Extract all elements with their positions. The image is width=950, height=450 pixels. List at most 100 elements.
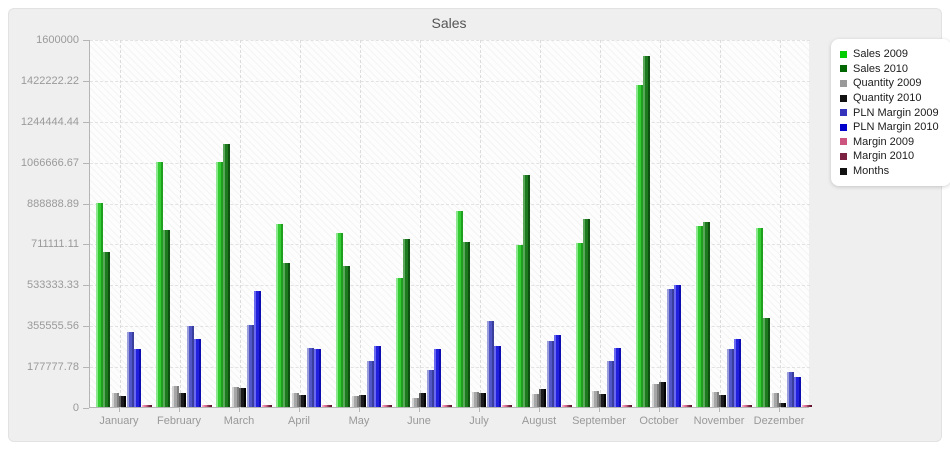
legend-label: Margin 2009 bbox=[853, 135, 915, 148]
legend-swatch-icon bbox=[840, 50, 847, 58]
bar-pln-margin-2010-may bbox=[374, 346, 381, 407]
legend-item-sales-2009: Sales 2009 bbox=[840, 47, 939, 62]
bar-margin-2009-dezember bbox=[802, 405, 807, 407]
x-axis-label: May bbox=[348, 415, 370, 427]
bar-margin-2010-january bbox=[147, 405, 152, 407]
bar-quantity-2010-july bbox=[479, 393, 486, 407]
bar-quantity-2010-may bbox=[359, 395, 366, 407]
x-axis-tick bbox=[539, 408, 540, 412]
v-gridline bbox=[360, 40, 361, 408]
bar-pln-margin-2009-september bbox=[607, 361, 614, 407]
y-axis-label: 177777.78 bbox=[27, 361, 79, 374]
x-axis-label: February bbox=[156, 415, 202, 427]
bar-sales-2010-august bbox=[523, 175, 530, 407]
y-axis-tick bbox=[83, 367, 89, 369]
bar-sales-2010-may bbox=[343, 266, 350, 407]
bar-sales-2010-january bbox=[103, 252, 110, 407]
bar-sales-2009-march bbox=[216, 162, 223, 407]
x-axis-label: August bbox=[521, 415, 557, 427]
x-axis-label: January bbox=[99, 415, 139, 427]
legend-swatch-icon bbox=[840, 138, 847, 146]
bar-margin-2010-july bbox=[507, 405, 512, 407]
h-gridline bbox=[90, 367, 810, 369]
bar-margin-2010-november bbox=[747, 405, 752, 407]
bar-pln-margin-2010-august bbox=[554, 335, 561, 407]
legend-swatch-icon bbox=[840, 152, 847, 160]
y-axis-tick bbox=[83, 244, 89, 246]
y-axis-label: 888888.89 bbox=[27, 197, 79, 210]
x-axis-label: April bbox=[287, 415, 310, 427]
h-gridline bbox=[90, 80, 810, 82]
bar-quantity-2009-january bbox=[112, 393, 119, 407]
bar-sales-2010-september bbox=[583, 219, 590, 407]
bar-margin-2009-april bbox=[322, 405, 327, 407]
bar-pln-margin-2010-october bbox=[674, 285, 681, 407]
h-gridline bbox=[90, 285, 810, 287]
legend-swatch-icon bbox=[840, 94, 847, 102]
y-axis-tick bbox=[83, 285, 89, 287]
x-axis-tick bbox=[599, 408, 600, 412]
legend-item-quantity-2009: Quantity 2009 bbox=[840, 76, 939, 91]
bar-sales-2009-august bbox=[516, 245, 523, 407]
y-axis-label: 0 bbox=[72, 402, 79, 414]
legend-swatch-icon bbox=[840, 123, 847, 131]
legend: Sales 2009 Sales 2010 Quantity 2009 Quantit… bbox=[831, 39, 950, 187]
bar-margin-2009-february bbox=[202, 405, 207, 407]
bar-margin-2010-april bbox=[327, 405, 332, 407]
v-gridline bbox=[480, 40, 481, 408]
bar-quantity-2009-march bbox=[232, 387, 239, 407]
bar-quantity-2009-july bbox=[472, 392, 479, 407]
bar-sales-2010-november bbox=[703, 222, 710, 407]
x-axis-tick bbox=[239, 408, 240, 412]
y-axis-label: 1600000 bbox=[36, 34, 79, 46]
bar-pln-margin-2010-november bbox=[734, 339, 741, 407]
bar-quantity-2009-may bbox=[352, 396, 359, 407]
legend-item-margin-2010: Margin 2010 bbox=[840, 149, 939, 164]
bar-pln-margin-2010-june bbox=[434, 349, 441, 407]
bar-pln-margin-2009-october bbox=[667, 289, 674, 407]
bar-pln-margin-2009-july bbox=[487, 321, 494, 407]
bar-pln-margin-2009-may bbox=[367, 361, 374, 407]
bar-margin-2009-march bbox=[262, 405, 267, 407]
bar-sales-2010-june bbox=[403, 239, 410, 407]
bar-pln-margin-2009-february bbox=[187, 326, 194, 407]
x-axis-tick bbox=[479, 408, 480, 412]
bar-margin-2010-august bbox=[567, 405, 572, 407]
legend-label: Quantity 2009 bbox=[853, 77, 922, 90]
bar-pln-margin-2010-july bbox=[494, 346, 501, 407]
y-axis-tick bbox=[83, 80, 89, 82]
v-gridline bbox=[540, 40, 541, 408]
x-axis-label: Dezember bbox=[753, 415, 805, 427]
bar-quantity-2009-april bbox=[292, 393, 299, 407]
bar-quantity-2009-august bbox=[532, 394, 539, 407]
x-axis-tick bbox=[719, 408, 720, 412]
bar-quantity-2010-dezember bbox=[779, 403, 786, 407]
bar-sales-2009-october bbox=[636, 85, 643, 407]
bar-sales-2009-november bbox=[696, 226, 703, 407]
bar-quantity-2010-march bbox=[239, 388, 246, 407]
bar-margin-2009-january bbox=[142, 405, 147, 407]
legend-label: Sales 2009 bbox=[853, 48, 909, 61]
h-gridline bbox=[90, 244, 810, 246]
bar-sales-2009-february bbox=[156, 162, 163, 407]
bar-sales-2010-march bbox=[223, 144, 230, 407]
bar-pln-margin-2009-august bbox=[547, 341, 554, 407]
v-gridline bbox=[420, 40, 421, 408]
v-gridline bbox=[300, 40, 301, 408]
v-gridline bbox=[240, 40, 241, 408]
y-axis-label: 533333.33 bbox=[27, 279, 79, 292]
v-gridline bbox=[120, 40, 121, 408]
bar-sales-2009-april bbox=[276, 224, 283, 407]
bar-quantity-2010-june bbox=[419, 393, 426, 407]
h-gridline bbox=[90, 121, 810, 123]
bar-pln-margin-2009-april bbox=[307, 348, 314, 407]
bar-margin-2010-may bbox=[387, 405, 392, 407]
plot-area bbox=[89, 40, 812, 408]
x-axis-tick bbox=[299, 408, 300, 412]
bar-quantity-2009-june bbox=[412, 398, 419, 407]
x-axis-label: November bbox=[693, 415, 745, 427]
y-axis-tick bbox=[83, 162, 89, 164]
bar-margin-2010-october bbox=[687, 405, 692, 407]
v-gridline bbox=[600, 40, 601, 408]
y-axis-label: 711111.11 bbox=[31, 238, 79, 251]
